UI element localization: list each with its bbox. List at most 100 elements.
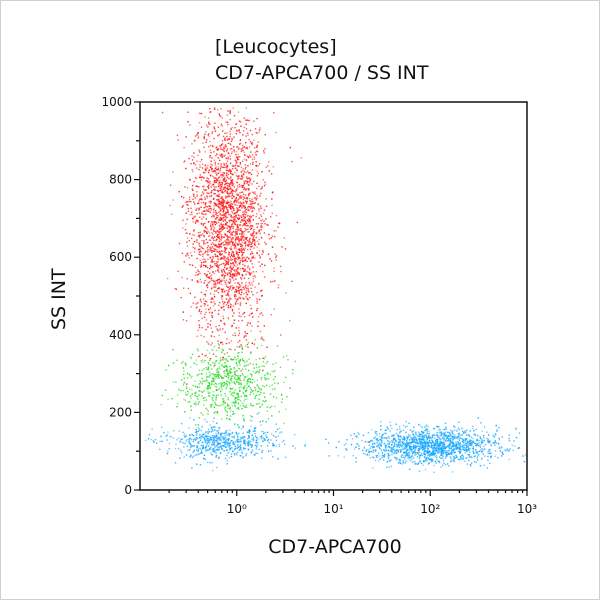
data-point: [222, 317, 225, 320]
data-point: [499, 450, 501, 452]
data-point: [207, 368, 209, 371]
data-point: [217, 432, 220, 435]
data-point: [254, 286, 256, 288]
data-point: [434, 455, 436, 457]
data-point: [197, 395, 200, 397]
data-point: [454, 426, 456, 428]
data-point: [229, 177, 232, 179]
data-point: [467, 446, 470, 448]
data-point: [269, 373, 271, 376]
data-point: [236, 363, 238, 365]
data-point: [211, 232, 213, 234]
data-point: [223, 233, 226, 235]
data-point: [226, 411, 228, 413]
data-point: [217, 256, 219, 258]
data-point: [168, 442, 171, 445]
data-point: [236, 161, 239, 164]
data-point: [231, 192, 233, 194]
data-point: [422, 460, 425, 463]
data-point: [229, 279, 232, 281]
data-point: [419, 452, 421, 454]
data-point: [243, 223, 245, 225]
data-point: [230, 440, 232, 442]
data-point: [211, 259, 213, 262]
data-point: [268, 238, 271, 240]
data-point: [243, 439, 245, 441]
data-point: [252, 240, 254, 243]
data-point: [220, 197, 222, 200]
data-point: [222, 398, 224, 400]
data-point: [457, 441, 459, 443]
data-point: [257, 390, 259, 393]
data-point: [201, 247, 204, 249]
data-point: [431, 446, 433, 448]
data-point: [216, 444, 218, 446]
data-point: [213, 280, 215, 282]
data-point: [245, 142, 247, 144]
data-point: [249, 218, 251, 220]
data-point: [270, 237, 272, 239]
data-point: [216, 189, 218, 192]
data-point: [244, 230, 246, 232]
data-point: [236, 447, 239, 450]
data-point: [246, 178, 248, 180]
data-point: [233, 218, 235, 220]
data-point: [383, 437, 385, 439]
data-point: [378, 455, 380, 457]
data-point: [242, 214, 244, 216]
data-point: [226, 191, 228, 193]
data-point: [225, 272, 227, 275]
data-point: [246, 332, 249, 335]
data-point: [178, 388, 180, 390]
data-point: [200, 176, 203, 179]
data-point: [221, 271, 223, 273]
data-point: [260, 312, 262, 314]
data-point: [237, 451, 239, 454]
data-point: [234, 218, 237, 220]
data-point: [419, 444, 422, 446]
data-point: [254, 430, 256, 432]
data-point: [198, 324, 201, 327]
data-point: [243, 442, 245, 444]
data-point: [408, 434, 410, 436]
data-point: [246, 244, 249, 246]
data-point: [203, 436, 206, 438]
data-point: [289, 319, 291, 322]
data-point: [240, 455, 242, 457]
data-point: [212, 439, 214, 442]
data-point: [192, 246, 194, 249]
data-point: [233, 213, 235, 215]
data-point: [261, 226, 263, 228]
data-point: [238, 332, 241, 335]
data-point: [223, 236, 225, 238]
data-point: [272, 191, 274, 193]
data-point: [198, 243, 200, 245]
data-point: [417, 442, 419, 445]
data-point: [418, 434, 420, 436]
data-point: [444, 435, 446, 437]
data-point: [228, 457, 230, 459]
data-point: [243, 379, 245, 381]
data-point: [248, 241, 250, 243]
data-point: [276, 345, 279, 347]
data-point: [230, 269, 232, 272]
data-point: [235, 378, 238, 381]
data-point: [234, 269, 236, 271]
data-point: [224, 248, 226, 250]
data-point: [249, 192, 251, 194]
data-point: [229, 429, 231, 431]
data-point: [507, 449, 509, 451]
data-point: [411, 452, 414, 454]
data-point: [229, 236, 231, 239]
data-point: [245, 335, 247, 337]
data-point: [211, 331, 214, 333]
data-point: [185, 136, 187, 138]
data-point: [225, 364, 227, 367]
data-point: [235, 238, 237, 241]
data-point: [427, 457, 429, 459]
data-point: [218, 196, 221, 198]
data-point: [229, 184, 231, 186]
data-point: [223, 219, 225, 221]
data-point: [273, 270, 275, 272]
data-point: [233, 260, 236, 262]
